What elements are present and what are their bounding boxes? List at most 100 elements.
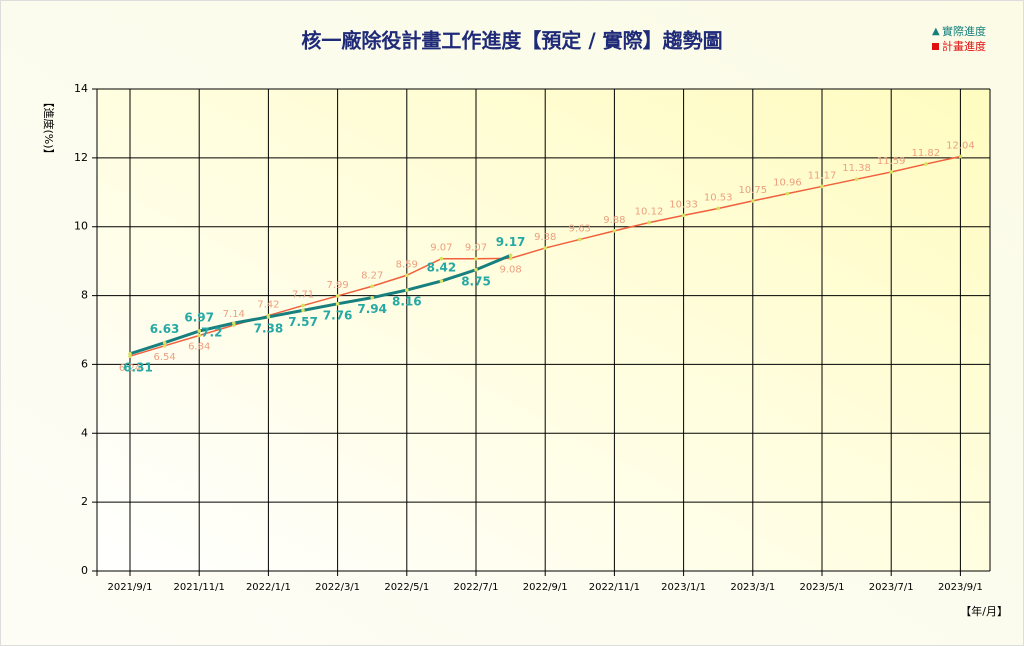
data-point — [405, 273, 409, 278]
data-label: 9.07 — [430, 243, 452, 254]
data-label: 6.97 — [184, 311, 214, 325]
data-label: 11.17 — [808, 170, 837, 181]
data-label: 9.07 — [465, 243, 487, 254]
y-tick-label: 4 — [81, 426, 88, 439]
data-point — [578, 237, 582, 242]
data-label: 11.59 — [877, 156, 906, 167]
x-tick-label: 2023/1/1 — [661, 582, 706, 593]
y-tick-label: 0 — [81, 564, 88, 577]
data-label: 9.63 — [569, 223, 591, 234]
data-label: 7.99 — [326, 280, 348, 291]
data-label: 6.24 — [119, 363, 141, 374]
data-point — [924, 162, 928, 166]
data-point — [439, 279, 444, 283]
x-tick-label: 2022/7/1 — [454, 582, 499, 593]
data-point — [854, 177, 859, 182]
data-point — [301, 308, 305, 313]
series-line — [129, 253, 512, 356]
data-point — [647, 220, 651, 225]
data-point — [958, 154, 963, 159]
data-point — [370, 295, 375, 300]
y-tick-label: 6 — [81, 357, 88, 370]
data-point — [128, 351, 132, 356]
data-point — [232, 321, 236, 325]
data-label: 9.17 — [496, 235, 526, 249]
x-tick-label: 2022/11/1 — [589, 582, 640, 593]
data-label: 10.96 — [773, 178, 802, 189]
data-point — [266, 315, 271, 319]
data-label: 7.57 — [288, 315, 318, 329]
data-label: 8.75 — [461, 274, 491, 288]
data-point — [335, 294, 340, 298]
y-tick-label: 2 — [81, 495, 88, 508]
data-point — [785, 191, 790, 196]
data-point — [508, 253, 513, 258]
legend: ▲ 實際進度 計畫進度 — [932, 24, 986, 53]
data-point — [508, 256, 513, 261]
chart-title: 核一廠除役計畫工作進度【預定 / 實際】趨勢圖 — [301, 29, 722, 53]
data-point — [162, 340, 167, 345]
plot-background — [97, 89, 990, 571]
x-tick-label: 2022/3/1 — [315, 582, 360, 593]
x-tick-label: 2021/9/1 — [108, 582, 153, 593]
data-point — [405, 288, 409, 292]
data-point — [889, 170, 893, 174]
data-point — [751, 199, 755, 203]
x-tick-label: 2021/11/1 — [174, 582, 225, 593]
data-label: 6.54 — [153, 352, 175, 363]
data-label: 7.94 — [357, 302, 387, 316]
data-label: 8.16 — [392, 295, 422, 309]
x-tick-label: 2023/7/1 — [869, 582, 914, 593]
data-point — [162, 344, 167, 348]
y-tick-label: 10 — [74, 220, 88, 233]
x-tick-label: 2023/3/1 — [730, 582, 775, 593]
data-point — [820, 184, 824, 189]
data-label: 8.42 — [427, 261, 457, 275]
data-label: 6.63 — [150, 322, 180, 336]
legend-label: 計畫進度 — [942, 39, 986, 53]
data-label: 8.59 — [396, 259, 418, 270]
data-label: 10.12 — [635, 207, 664, 218]
x-tick-label: 2022/5/1 — [384, 582, 429, 593]
x-tick-label: 2022/1/1 — [246, 582, 291, 593]
data-label: 6.84 — [188, 342, 210, 353]
x-tick-label: 2023/5/1 — [800, 582, 845, 593]
data-label: 6.31 — [123, 360, 153, 374]
x-axis-label: 【年/月】 — [960, 604, 1008, 618]
data-point — [474, 256, 478, 261]
data-point — [543, 246, 547, 250]
data-point — [716, 206, 720, 211]
data-label: 7.71 — [292, 290, 314, 301]
x-tick-label: 2023/9/1 — [938, 582, 983, 593]
data-label: 9.88 — [603, 215, 625, 226]
legend-marker: ▲ — [932, 26, 940, 37]
data-label: 11.82 — [911, 148, 940, 159]
data-point — [370, 284, 375, 289]
data-label: 10.75 — [738, 185, 767, 196]
data-point — [474, 267, 478, 272]
y-tick-label: 12 — [74, 151, 88, 164]
data-point — [335, 302, 340, 306]
data-label: 8.27 — [361, 270, 383, 281]
data-point — [612, 229, 617, 233]
data-label: 11.38 — [842, 163, 871, 174]
data-point — [439, 256, 444, 261]
y-tick-label: 14 — [74, 82, 88, 95]
data-label: 7.42 — [257, 300, 279, 311]
data-label: 7.2 — [201, 326, 222, 340]
y-axis-label: 【進度(%)】 — [42, 96, 56, 159]
data-label: 7.14 — [223, 309, 245, 320]
data-point — [197, 333, 201, 338]
legend-label: 實際進度 — [942, 24, 986, 38]
data-point — [301, 303, 305, 308]
data-point — [197, 329, 201, 333]
data-label: 7.38 — [254, 321, 284, 335]
data-label: 9.08 — [499, 264, 521, 275]
data-label: 10.53 — [704, 192, 733, 203]
y-tick-label: 8 — [81, 289, 88, 302]
data-point — [681, 213, 686, 218]
data-label: 7.76 — [323, 308, 353, 322]
x-tick-label: 2022/9/1 — [523, 582, 568, 593]
data-label: 12.04 — [946, 140, 975, 151]
